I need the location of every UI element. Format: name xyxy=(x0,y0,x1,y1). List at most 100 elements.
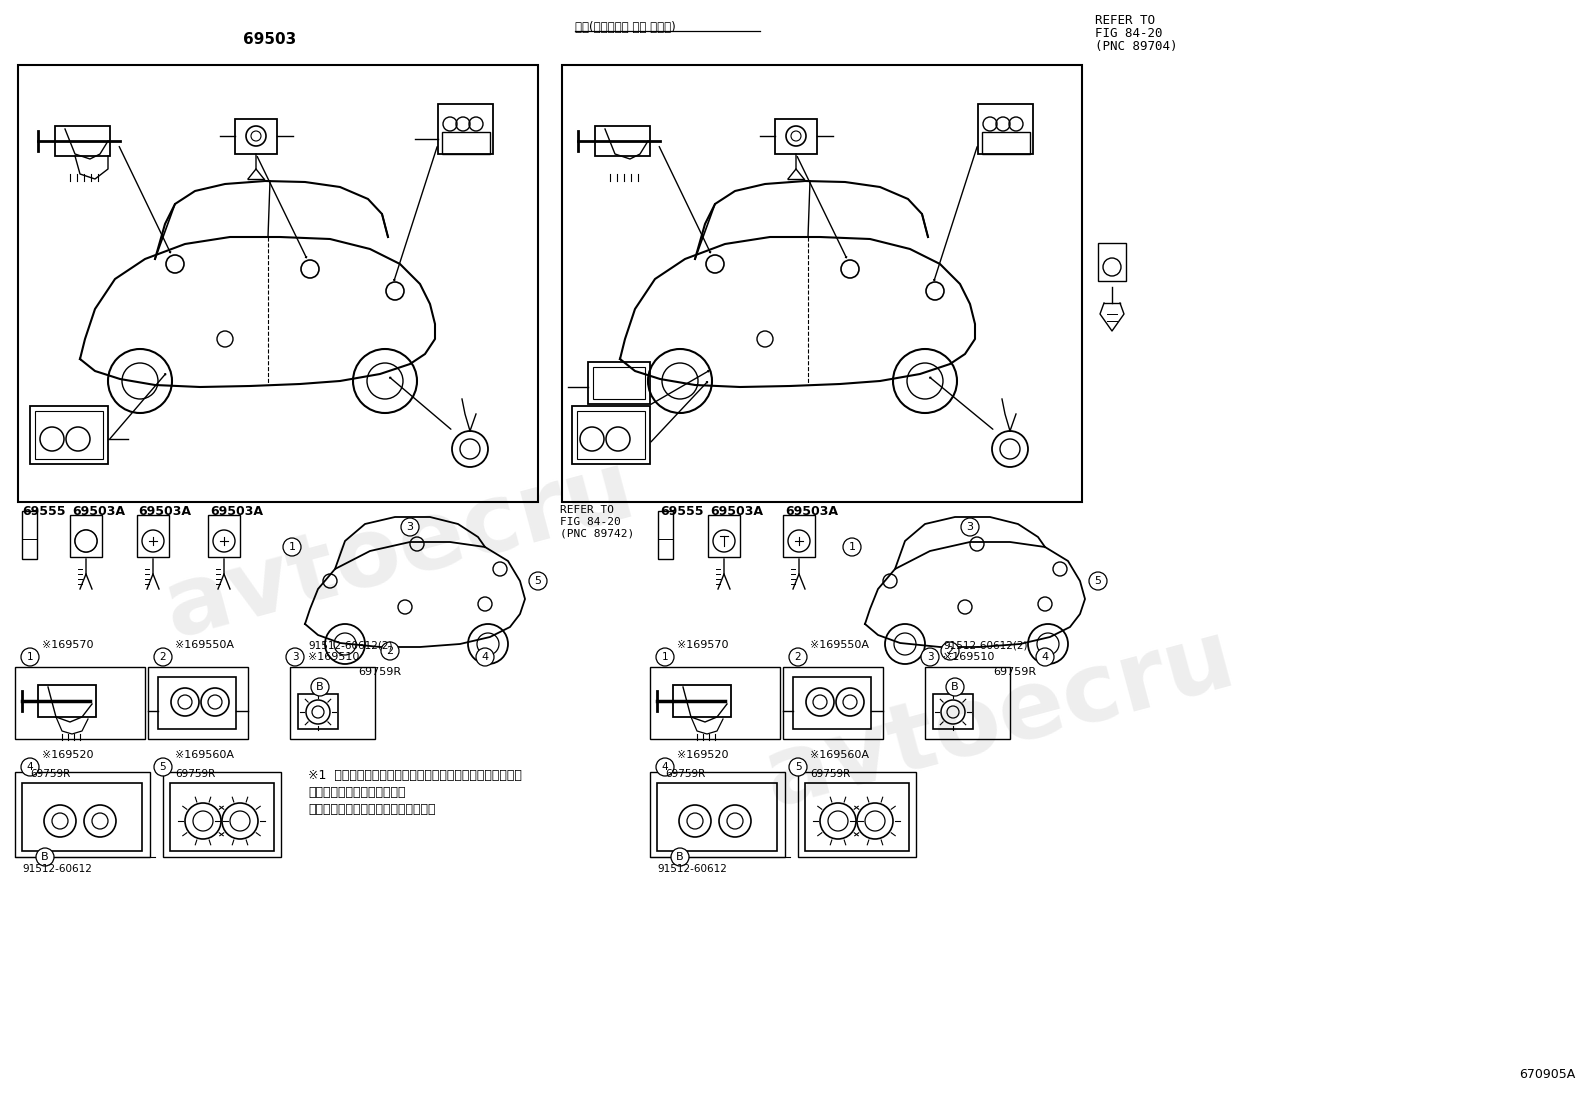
Bar xyxy=(673,685,731,717)
Bar xyxy=(982,132,1030,154)
Text: 3: 3 xyxy=(966,522,973,532)
Text: 69759R: 69759R xyxy=(665,769,705,779)
Bar xyxy=(657,782,777,851)
Text: B: B xyxy=(677,852,685,862)
Bar xyxy=(30,406,108,464)
Bar xyxy=(798,771,915,857)
Text: 69759R: 69759R xyxy=(30,769,70,779)
Text: 69503A: 69503A xyxy=(72,506,126,518)
Bar xyxy=(977,104,1033,154)
Text: 69555: 69555 xyxy=(661,506,704,518)
Bar xyxy=(657,511,673,559)
Circle shape xyxy=(287,648,304,666)
Text: アリ(ワイヤレス ドア ロック): アリ(ワイヤレス ドア ロック) xyxy=(575,21,675,34)
Text: 3: 3 xyxy=(406,522,414,532)
Text: ※169550A: ※169550A xyxy=(175,640,234,650)
Bar xyxy=(298,693,338,729)
Text: 91512-60612: 91512-60612 xyxy=(22,864,92,874)
Text: ※169570: ※169570 xyxy=(41,640,94,650)
Bar xyxy=(18,65,538,502)
Circle shape xyxy=(1089,571,1106,590)
Text: 69759R: 69759R xyxy=(810,769,850,779)
Text: 69503: 69503 xyxy=(244,32,296,47)
Bar xyxy=(158,677,236,729)
Text: 4: 4 xyxy=(27,762,33,771)
Text: 2: 2 xyxy=(387,646,393,656)
Text: 1: 1 xyxy=(662,652,669,662)
Bar xyxy=(587,362,650,404)
Text: ※169560A: ※169560A xyxy=(810,750,869,761)
Bar xyxy=(933,693,973,729)
Circle shape xyxy=(310,678,330,696)
Text: 4: 4 xyxy=(1041,652,1049,662)
Circle shape xyxy=(476,648,494,666)
Text: B: B xyxy=(950,682,958,692)
Bar xyxy=(148,667,248,739)
Bar xyxy=(236,119,277,154)
Text: REFER TO: REFER TO xyxy=(560,506,615,515)
Bar xyxy=(775,119,817,154)
Text: 詳しくは、共販店にお尋ねください。: 詳しくは、共販店にお尋ねください。 xyxy=(307,803,436,815)
Bar xyxy=(793,677,871,729)
Bar xyxy=(572,406,650,464)
Text: ※169560A: ※169560A xyxy=(175,750,234,761)
Text: REFER TO: REFER TO xyxy=(1095,14,1156,27)
Bar xyxy=(592,367,645,399)
Text: 5: 5 xyxy=(159,762,166,771)
Text: 5: 5 xyxy=(1095,576,1102,586)
Circle shape xyxy=(790,648,807,666)
Text: FIG 84-20: FIG 84-20 xyxy=(1095,27,1162,40)
Bar xyxy=(209,515,240,557)
Bar xyxy=(783,667,884,739)
Text: 2: 2 xyxy=(794,652,801,662)
Bar xyxy=(708,515,740,557)
Circle shape xyxy=(401,518,419,536)
Text: 1: 1 xyxy=(849,542,855,552)
Text: FIG 84-20: FIG 84-20 xyxy=(560,517,621,528)
Text: 69759R: 69759R xyxy=(175,769,215,779)
Text: ※169510: ※169510 xyxy=(942,652,995,662)
Bar xyxy=(137,515,169,557)
Circle shape xyxy=(941,642,958,660)
Text: (PNC 89704): (PNC 89704) xyxy=(1095,40,1178,53)
Text: 69503A: 69503A xyxy=(785,506,837,518)
Circle shape xyxy=(790,758,807,776)
Circle shape xyxy=(656,648,673,666)
Circle shape xyxy=(670,848,689,866)
Text: B: B xyxy=(317,682,323,692)
Text: ※169550A: ※169550A xyxy=(810,640,869,650)
Text: 670905A: 670905A xyxy=(1519,1068,1574,1081)
Text: 4: 4 xyxy=(481,652,489,662)
Text: 1: 1 xyxy=(288,542,296,552)
Bar xyxy=(14,667,145,739)
Bar xyxy=(290,667,376,739)
Bar xyxy=(806,782,909,851)
Text: 5: 5 xyxy=(794,762,801,771)
Bar xyxy=(925,667,1009,739)
Text: 3: 3 xyxy=(927,652,933,662)
Circle shape xyxy=(529,571,548,590)
Text: (PNC 89742): (PNC 89742) xyxy=(560,529,634,539)
Text: 2: 2 xyxy=(159,652,166,662)
Bar xyxy=(650,667,780,739)
Text: avtoecru: avtoecru xyxy=(755,612,1245,826)
Text: ※169510: ※169510 xyxy=(307,652,360,662)
Text: 91512-60612(2): 91512-60612(2) xyxy=(307,640,393,650)
Circle shape xyxy=(21,758,38,776)
Bar xyxy=(650,771,785,857)
Bar xyxy=(35,411,103,459)
Text: 3: 3 xyxy=(291,652,298,662)
Bar xyxy=(1098,243,1126,281)
Circle shape xyxy=(37,848,54,866)
Bar xyxy=(56,126,110,156)
Circle shape xyxy=(946,678,965,696)
Circle shape xyxy=(75,530,97,552)
Text: 69503A: 69503A xyxy=(710,506,763,518)
Bar xyxy=(595,126,650,156)
Text: 69503A: 69503A xyxy=(210,506,263,518)
Text: ※1  キーシリンダーは「キーＮｏ．指定」の受注生産のため: ※1 キーシリンダーは「キーＮｏ．指定」の受注生産のため xyxy=(307,769,522,782)
Circle shape xyxy=(922,648,939,666)
Bar xyxy=(14,771,150,857)
Text: ※169570: ※169570 xyxy=(677,640,729,650)
Text: ※169520: ※169520 xyxy=(677,750,729,761)
